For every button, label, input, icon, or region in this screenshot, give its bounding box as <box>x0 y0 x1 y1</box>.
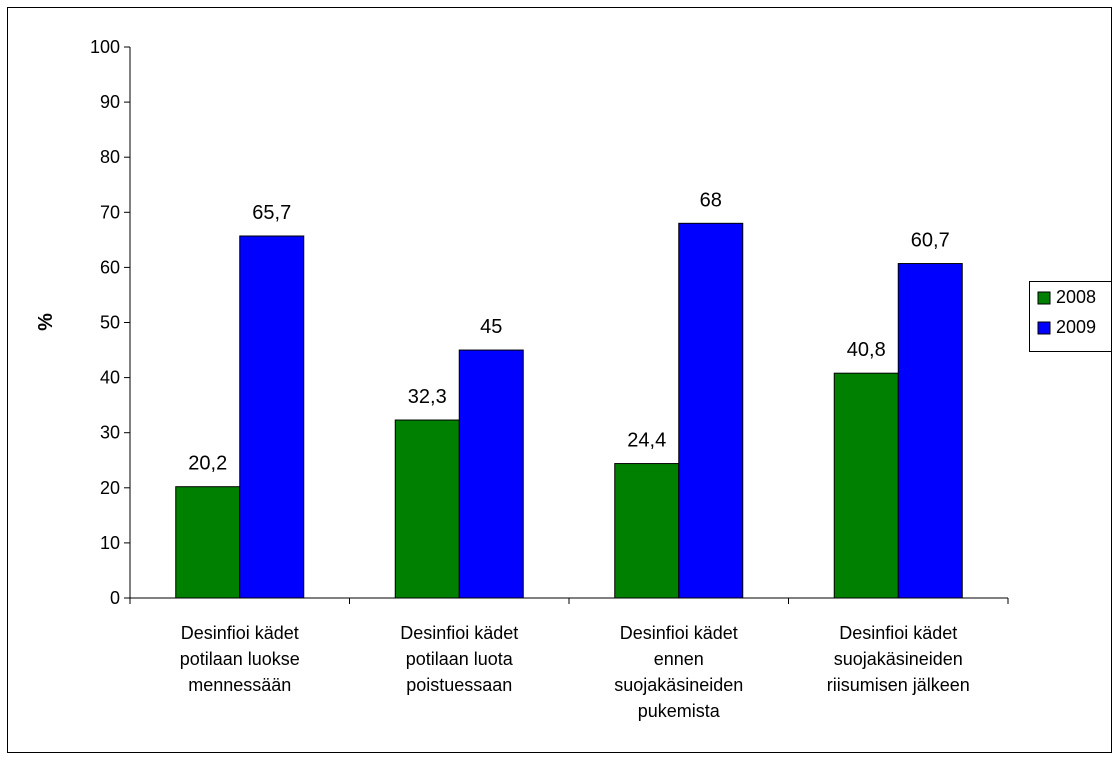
x-tick-label-line: mennessään <box>188 675 291 695</box>
x-tick-label-line: pukemista <box>638 701 721 721</box>
x-tick-label-line: potilaan luota <box>406 649 514 669</box>
x-tick-label-line: ennen <box>654 649 704 669</box>
y-tick-label: 50 <box>100 313 120 333</box>
bar-2009-4 <box>897 263 963 599</box>
data-label: 20,2 <box>188 453 227 475</box>
bar-2008-1 <box>175 486 241 599</box>
x-tick-label-line: Desinfioi kädet <box>400 623 518 643</box>
bar-2008-4 <box>833 372 899 599</box>
data-label: 40,8 <box>847 339 886 361</box>
y-tick-label: 0 <box>110 588 120 608</box>
x-tick-label: Desinfioi kädet ennen suojakäsineiden pukem… <box>614 623 743 721</box>
y-tick-label: 80 <box>100 147 120 167</box>
data-label: 68 <box>700 189 722 211</box>
bar-2009-2 <box>458 349 524 599</box>
x-tick-label-line: suojakäsineiden <box>834 649 963 669</box>
data-label: 60,7 <box>911 230 950 252</box>
y-tick-label: 90 <box>100 92 120 112</box>
x-tick-label: Desinfioi kädet potilaan luokse mennessään <box>180 623 300 695</box>
data-labels: 20,2 32,3 24,4 40,8 65,7 45 68 60,7 <box>188 189 949 474</box>
x-tick-label: Desinfioi kädet potilaan luota poistuessaa… <box>400 623 518 695</box>
legend-swatch-2008 <box>1037 291 1051 305</box>
x-tick-label-line: riisumisen jälkeen <box>827 675 970 695</box>
data-label: 45 <box>480 316 502 338</box>
y-tick-label: 60 <box>100 257 120 277</box>
bars <box>175 222 963 599</box>
x-tick-label-line: Desinfioi kädet <box>181 623 299 643</box>
data-label: 65,7 <box>252 202 291 224</box>
y-tick-label: 20 <box>100 478 120 498</box>
y-tick-label: 70 <box>100 202 120 222</box>
bar-2008-2 <box>394 419 460 599</box>
axes: 0 10 20 30 40 50 60 70 80 90 100 Desinfioi kädet pot… <box>90 37 1009 721</box>
data-label: 24,4 <box>627 430 666 452</box>
x-tick-label-line: potilaan luokse <box>180 649 300 669</box>
legend-label: 2008 <box>1056 287 1096 307</box>
x-tick-label: Desinfioi kädet suojakäsineiden riisumisen… <box>827 623 970 695</box>
bar-2009-3 <box>678 222 744 599</box>
y-tick-label: 30 <box>100 423 120 443</box>
legend-swatch-2009 <box>1037 321 1051 335</box>
y-axis-label: % <box>35 313 57 331</box>
x-tick-label-line: poistuessaan <box>406 675 512 695</box>
x-tick-label-line: Desinfioi kädet <box>620 623 738 643</box>
y-tick-label: 10 <box>100 533 120 553</box>
bar-2008-3 <box>614 463 680 599</box>
y-tick-label: 100 <box>90 37 120 57</box>
bar-2009-1 <box>239 235 305 599</box>
data-label: 32,3 <box>408 386 447 408</box>
legend: 2008 2009 <box>1029 281 1112 352</box>
x-tick-label-line: suojakäsineiden <box>614 675 743 695</box>
legend-label: 2009 <box>1056 317 1096 337</box>
y-tick-label: 40 <box>100 368 120 388</box>
x-tick-label-line: Desinfioi kädet <box>839 623 957 643</box>
